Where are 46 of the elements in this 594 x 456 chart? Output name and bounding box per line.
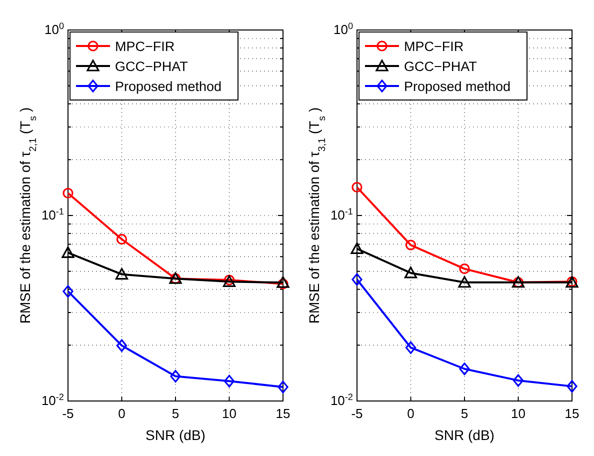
point [115,268,128,280]
legend-label: Proposed method [404,79,511,94]
legend-label: Proposed method [115,79,222,94]
point [276,276,290,288]
point [352,182,362,193]
point [170,370,181,383]
x-tick-label: -5 [351,406,363,421]
point [405,341,416,354]
x-tick-label: 15 [564,406,580,421]
point [352,273,362,286]
point [224,374,235,388]
x-axis-title: SNR (dB) [434,427,494,443]
point [350,242,364,254]
y-tick-label: 10$^{-2}$ [330,392,353,408]
point [116,339,128,352]
y-tick-label: 10$^{0}$ [44,21,64,37]
point [459,362,470,376]
point [458,276,471,288]
legend-label: MPC−FIR [404,39,464,54]
point [404,266,418,278]
x-tick-label: 10 [222,406,236,421]
y-tick-label: 10$^{0}$ [333,21,353,37]
legend-label: GCC−PHAT [404,59,477,74]
point [512,374,524,387]
y-tick-label: 10$^{-1}$ [41,206,64,222]
y-tick-label: 10$^{-1}$ [330,206,353,222]
x-tick-label: 15 [276,406,290,421]
x-tick-label: 5 [460,406,468,421]
point [116,234,128,245]
x-tick-label: -5 [62,406,74,421]
point [405,240,416,250]
point [278,380,288,394]
point [459,264,470,274]
x-tick-label: 10 [511,406,526,421]
point [62,246,74,258]
x-tick-label: 0 [407,406,414,421]
x-tick-label: 5 [172,406,180,421]
point [62,285,74,298]
x-axis-title: SNR (dB) [146,427,206,443]
x-tick-label: 0 [118,406,126,421]
point [62,188,74,198]
y-tick-label: 10$^{-2}$ [41,392,64,408]
point [278,278,288,290]
point [566,380,578,393]
legend-label: GCC−PHAT [115,59,188,74]
legend-label: MPC−FIR [115,39,175,54]
